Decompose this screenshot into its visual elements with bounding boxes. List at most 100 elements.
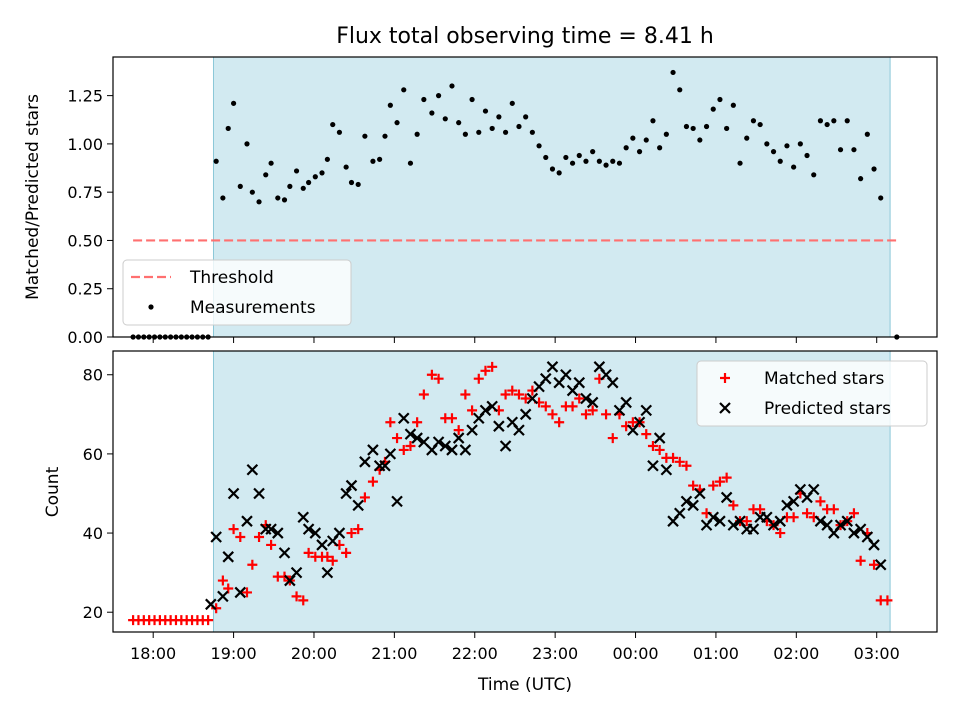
predicted-star-point: [493, 420, 505, 432]
measurement-point: [583, 158, 589, 164]
measurement-point: [663, 131, 669, 137]
measurement-point: [230, 100, 237, 106]
measurement-point: [724, 125, 730, 132]
predicted-star-point: [841, 515, 854, 527]
matched-star-point: [574, 393, 585, 404]
predicted-star-point: [714, 515, 726, 527]
bottom-y-axis-label: Count: [43, 466, 63, 517]
predicted-star-point: [687, 499, 699, 512]
predicted-star-point: [253, 487, 265, 500]
predicted-star-point: [432, 436, 445, 448]
matched-star-point: [708, 480, 719, 491]
bottom-legend: Matched stars Predicted stars: [696, 360, 928, 427]
matched-star-point: [567, 401, 578, 412]
predicted-star-point: [673, 507, 686, 520]
predicted-star-point: [573, 376, 586, 389]
x-axis-label: Time (UTC): [477, 675, 572, 695]
matched-star-point: [815, 496, 826, 507]
predicted-star-point: [272, 527, 284, 539]
predicted-star-point: [352, 499, 364, 512]
matched-star-point: [392, 433, 403, 444]
x-tick-label: 23:00: [532, 644, 578, 663]
predicted-star-point: [411, 432, 423, 444]
predicted-star-point: [606, 376, 619, 389]
predicted-star-point: [620, 396, 632, 409]
predicted-star-point: [404, 428, 417, 440]
predicted-star-point: [539, 372, 552, 385]
matched-star-point: [398, 444, 409, 455]
chart-title: Flux total observing time = 8.41 h: [336, 24, 714, 49]
legend-label: Predicted stars: [764, 399, 891, 419]
measurement-point: [717, 96, 723, 103]
measurement-point: [509, 100, 515, 106]
top-axes-frame: [112, 56, 938, 338]
top-ytick-label: 0.50: [67, 231, 103, 250]
matched-star-point: [480, 365, 491, 376]
measurement-point: [750, 118, 757, 124]
matched-star-point: [721, 472, 732, 483]
matched-star-point: [418, 389, 429, 400]
matched-star-point: [446, 413, 457, 424]
top-panel: 0.00 0.25 0.50 0.75 1.00 1.25 Threshold Measure…: [67, 56, 938, 347]
matched-star-point: [607, 433, 618, 444]
measurement-point: [690, 125, 696, 132]
predicted-star-point: [222, 551, 235, 563]
matched-star-point: [507, 385, 518, 396]
predicted-star-point: [647, 459, 659, 472]
measurement-point: [616, 160, 623, 166]
predicted-star-point: [246, 463, 259, 476]
measurement-point: [469, 96, 475, 103]
predicted-star-point: [384, 448, 397, 460]
top-ytick-label: 1.25: [67, 87, 103, 106]
matched-star-point: [327, 555, 338, 566]
measurement-point: [275, 195, 281, 201]
predicted-star-point: [814, 515, 827, 527]
measurement-point: [482, 108, 489, 114]
bottom-legend-box: [696, 360, 928, 427]
predicted-star-point: [707, 511, 720, 524]
measurement-point: [878, 195, 884, 201]
predicted-star-point: [874, 558, 887, 571]
measurement-point: [462, 131, 468, 137]
bottom-panel: 20 40 60 80 18:00 19:00 20:00 21:00 22:00 23:00 00…: [83, 350, 938, 663]
legend-matched-swatch: [720, 373, 730, 383]
matched-star-point: [855, 555, 866, 566]
measurement-point: [536, 143, 542, 149]
bottom-axes-frame: [112, 350, 938, 633]
predicted-star-point: [452, 432, 465, 444]
matched-star-point: [228, 524, 239, 535]
measurement-point: [502, 129, 509, 135]
predicted-star-point: [367, 444, 379, 456]
predicted-star-point: [640, 404, 653, 417]
legend-label: Measurements: [190, 298, 316, 318]
predicted-star-point: [205, 598, 217, 611]
measurement-point: [549, 166, 556, 172]
predicted-star-point: [513, 424, 525, 436]
predicted-star-point: [379, 459, 391, 472]
x-tick-label: 18:00: [130, 644, 176, 663]
predicted-star-point: [560, 368, 572, 381]
matched-star-point: [359, 492, 370, 503]
predicted-star-point: [297, 511, 310, 524]
matched-star-point: [580, 409, 591, 420]
legend-label: Matched stars: [764, 369, 884, 389]
predicted-star-point: [848, 527, 860, 539]
measurement-point: [377, 156, 383, 162]
measurement-point: [764, 141, 770, 147]
x-tick-label: 00:00: [612, 644, 658, 663]
predicted-star-point: [333, 527, 346, 539]
measurement-point: [529, 129, 535, 135]
measurement-point: [336, 129, 343, 135]
measurement-point: [312, 174, 318, 180]
measurement-point: [770, 149, 777, 155]
predicted-star-point: [834, 519, 847, 531]
matched-star-point: [341, 547, 352, 558]
predicted-star-point: [486, 400, 498, 413]
matched-star-point: [353, 524, 364, 535]
measurement-point: [643, 137, 649, 143]
predicted-star-point: [309, 527, 322, 539]
measurement-point: [844, 118, 850, 124]
predicted-star-point: [210, 531, 222, 543]
matched-star-point: [869, 559, 880, 570]
measurement-point: [213, 158, 219, 164]
